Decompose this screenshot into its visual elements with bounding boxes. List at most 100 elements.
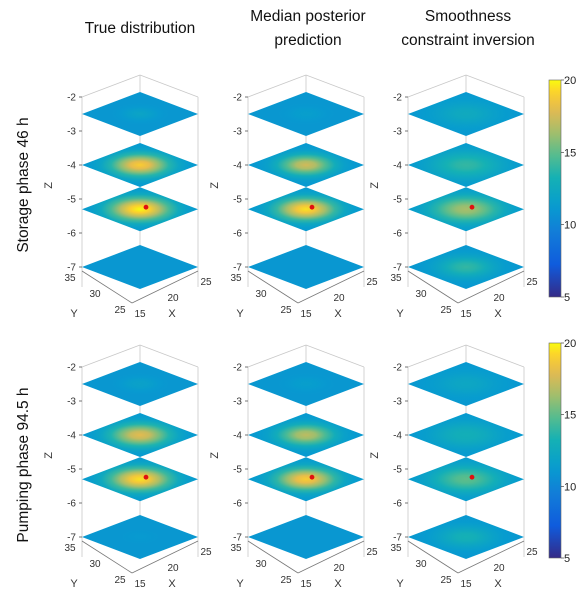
x-tick-label: 15	[300, 579, 312, 590]
z-tick-label: -3	[233, 127, 242, 138]
temperature-slice	[82, 92, 198, 136]
z-tick-label: -4	[393, 431, 402, 442]
temperature-slice	[248, 457, 364, 502]
x-tick-label: 25	[366, 277, 378, 288]
y-tick-label: 35	[64, 543, 76, 554]
panel-pumping-true: -2 -3 -4 -5 -6 -7 Z 15 20 25 X 35 30 25 Y	[43, 344, 212, 590]
colorbar-strip	[548, 342, 562, 559]
x-tick-label: 15	[460, 309, 472, 320]
temperature-slice	[248, 245, 364, 289]
z-tick-label: -6	[233, 499, 242, 510]
y-tick-label: 25	[280, 305, 292, 316]
y-tick-label: 35	[390, 273, 402, 284]
y-tick-label: 25	[280, 575, 292, 586]
z-tick-label: -5	[233, 465, 242, 476]
panel-storage-true: -2 -3 -4 -5 -6 -7 Z 15 20 25 X 35 30 25 Y	[43, 74, 212, 320]
box-edge-top-right	[139, 344, 199, 368]
y-tick-label: 30	[255, 289, 267, 300]
panels: -2 -3 -4 -5 -6 -7 Z 15 20 25 X 35 30 25 Y -2 -3 -4 -5 -6 -7 Z…	[43, 74, 538, 590]
x-axis-label: X	[168, 308, 176, 320]
x-tick-label: 20	[333, 293, 345, 304]
colorbar-tick-label: 5	[564, 292, 570, 304]
z-tick-label: -6	[67, 229, 76, 240]
x-tick-label: 25	[200, 277, 212, 288]
z-tick-label: -4	[233, 161, 242, 172]
z-tick-label: -5	[67, 195, 76, 206]
x-axis-line	[131, 270, 199, 304]
colorbar-tick-label: 20	[564, 338, 576, 350]
colorbar-tick-label: 15	[564, 147, 576, 159]
row-title-pumping: Pumping phase 94.5 h	[15, 387, 32, 542]
colorbar-tick-label: 20	[564, 75, 576, 87]
z-tick-label: -7	[233, 533, 242, 544]
colorbar-pumping: 20 15 10 5	[548, 338, 576, 565]
z-tick-label: -2	[67, 93, 76, 104]
box-edge-top-left	[247, 344, 307, 368]
z-tick-label: -2	[393, 93, 402, 104]
box-edge-top-right	[305, 74, 365, 98]
column-title-median-line2: prediction	[274, 32, 341, 49]
z-tick-label: -5	[67, 465, 76, 476]
y-tick-label: 30	[89, 289, 101, 300]
z-tick-label: -6	[67, 499, 76, 510]
x-axis-line	[297, 540, 365, 574]
z-tick-label: -2	[67, 363, 76, 374]
temperature-slice	[248, 92, 364, 136]
box-edge-top-right	[465, 344, 525, 368]
x-tick-label: 20	[167, 293, 179, 304]
box-edge-top-right	[465, 74, 525, 98]
colorbar-tick-label: 10	[564, 220, 576, 232]
colorbar-tick-label: 5	[564, 553, 570, 565]
x-axis-line	[297, 270, 365, 304]
z-tick-label: -2	[233, 93, 242, 104]
row-title-storage: Storage phase 46 h	[15, 117, 32, 252]
z-tick-label: -6	[393, 499, 402, 510]
measurement-point	[309, 474, 315, 480]
z-tick-label: -2	[393, 363, 402, 374]
column-title-median-line1: Median posterior	[250, 8, 365, 25]
colorbar-storage: 20 15 10 5	[548, 75, 576, 304]
x-axis-line	[457, 270, 525, 304]
measurement-point	[143, 204, 149, 210]
z-tick-label: -2	[233, 363, 242, 374]
y-axis-line	[81, 540, 133, 574]
temperature-slice	[82, 362, 198, 406]
y-tick-label: 30	[89, 559, 101, 570]
temperature-slice	[248, 515, 364, 559]
temperature-slice	[248, 413, 364, 457]
z-axis-label: Z	[369, 452, 381, 459]
x-axis-label: X	[168, 578, 176, 590]
z-axis-label: Z	[43, 452, 55, 459]
temperature-slice	[408, 413, 524, 457]
z-tick-label: -3	[393, 397, 402, 408]
box-edge-top-right	[305, 344, 365, 368]
z-tick-label: -5	[393, 195, 402, 206]
temperature-slice	[408, 187, 524, 232]
z-tick-label: -4	[233, 431, 242, 442]
x-tick-label: 20	[493, 563, 505, 574]
z-axis-label: Z	[369, 182, 381, 189]
panel-storage-median: -2 -3 -4 -5 -6 -7 Z 15 20 25 X 35 30 25 Y	[209, 74, 378, 320]
z-tick-label: -4	[67, 431, 76, 442]
x-axis-line	[131, 540, 199, 574]
colorbar-tick-label: 15	[564, 410, 576, 422]
temperature-slice	[82, 457, 198, 502]
z-tick-label: -6	[393, 229, 402, 240]
y-axis-line	[247, 540, 299, 574]
x-axis-label: X	[334, 578, 342, 590]
z-axis-label: Z	[209, 182, 221, 189]
panel-pumping-smooth: -2 -3 -4 -5 -6 -7 Z 15 20 25 X 35 30 25 Y	[369, 344, 538, 590]
x-axis-line	[457, 540, 525, 574]
y-axis-label: Y	[70, 578, 78, 590]
temperature-slice	[408, 515, 524, 559]
y-tick-label: 35	[390, 543, 402, 554]
box-edge-top-left	[247, 74, 307, 98]
x-tick-label: 25	[526, 277, 538, 288]
z-tick-label: -7	[393, 533, 402, 544]
column-title-true: True distribution	[85, 20, 196, 37]
y-axis-label: Y	[396, 578, 404, 590]
x-tick-label: 25	[200, 547, 212, 558]
x-tick-label: 15	[460, 579, 472, 590]
y-tick-label: 25	[114, 575, 126, 586]
